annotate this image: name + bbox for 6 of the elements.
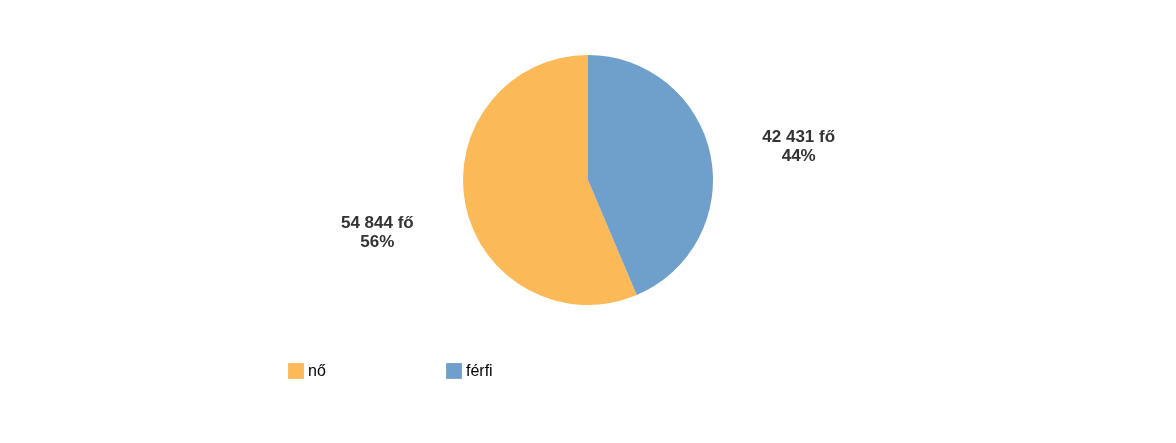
pie-slice [463,55,637,305]
pie-slice [588,55,713,296]
legend-label: nő [308,362,326,379]
data-label: 42 431 fő 44% [762,127,836,166]
data-label: 54 844 fő 56% [340,212,414,251]
legend-label: férfi [466,362,493,379]
